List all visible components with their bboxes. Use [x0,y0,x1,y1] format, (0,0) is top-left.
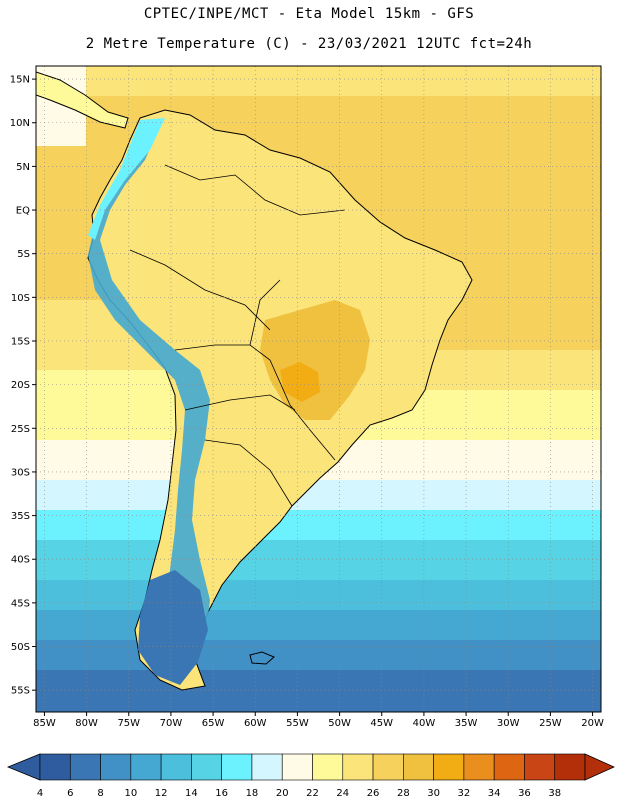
lon-tick-label: 30W [497,718,520,729]
patagonia-cold [138,570,208,685]
lat-tick-label: 30S [11,467,30,478]
lon-tick-label: 45W [370,718,393,729]
colorbar-label: 38 [548,788,561,799]
map-title-line-2: 2 Metre Temperature (C) - 23/03/2021 12U… [85,36,533,52]
colorbar-label: 6 [67,788,73,799]
colorbar-label: 8 [97,788,103,799]
lon-tick-label: 80W [75,718,98,729]
lat-tick-label: 50S [11,642,30,653]
lon-tick-label: 25W [539,718,562,729]
field-band-18-20 [36,480,601,510]
lat-tick-label: 15N [10,75,30,86]
colorbar-label: 18 [246,788,259,799]
colorbar-label: 26 [367,788,380,799]
lat-tick-label: 10S [11,293,30,304]
colorbar-swatch [493,753,525,781]
colorbar-swatch [554,753,586,781]
colorbar-swatch [433,753,465,781]
colorbar-right-arrow [584,753,615,781]
longitude-tick-labels: 85W 80W 75W 70W 65W 60W 55W 50W 45W 40W 35W 30W 25W 2… [33,712,604,729]
lat-tick-label: EQ [16,206,30,217]
field-band-22-24-west [36,370,186,390]
field-band-14-16 [36,540,601,580]
map-title-line-1: CPTEC/INPE/MCT - Eta Model 15km - GFS [143,6,475,22]
colorbar-label: 22 [306,788,319,799]
falkland-islands [249,651,275,665]
colorbar-swatch [251,753,283,781]
field-band-12-14 [36,580,601,610]
lon-tick-label: 40W [413,718,436,729]
colorbar-swatch [342,753,374,781]
lat-tick-label: 55S [11,686,30,697]
field-band-north-24-26 [36,66,601,96]
lat-tick-label: 40S [11,555,30,566]
colorbar-swatch [403,753,434,781]
lat-tick-label: 25S [11,424,30,435]
colorbar-label: 14 [185,788,198,799]
colorbar-label: 30 [427,788,440,799]
lon-tick-label: 55W [286,718,309,729]
lon-tick-label: 50W [328,718,351,729]
colorbar-swatch [39,753,71,781]
colorbar-swatch [312,753,344,781]
colorbar-swatch [221,753,253,781]
lon-tick-label: 75W [117,718,140,729]
lon-tick-label: 20W [581,718,604,729]
colorbar-label: 28 [397,788,410,799]
field-band-16-18 [36,510,601,540]
colorbar-label: 16 [215,788,228,799]
colorbar-swatch [524,753,556,781]
colorbar-label: 20 [276,788,289,799]
field-band-6-8 [36,670,601,712]
field-band-8-10 [36,640,601,670]
lat-tick-label: 5N [16,162,30,173]
country-borders [129,164,346,507]
lon-tick-label: 60W [244,718,267,729]
lat-tick-label: 20S [11,380,30,391]
colorbar-label: 12 [155,788,168,799]
colorbar-left-arrow [6,753,41,781]
colorbar-swatch [372,753,404,781]
lat-tick-label: 10N [10,118,30,129]
lon-tick-label: 85W [33,718,56,729]
lat-tick-label: 15S [11,336,30,347]
lon-tick-label: 70W [160,718,183,729]
colorbar-label: 4 [37,788,43,799]
lat-tick-label: 5S [17,249,30,260]
colorbar-swatch [130,753,162,781]
colorbar-swatch [463,753,495,781]
colorbar-label: 32 [458,788,471,799]
colorbar-swatch [191,753,222,781]
colorbar-label: 34 [488,788,501,799]
andes-cold-ribbon [88,120,210,670]
colorbar-swatch [160,753,192,781]
hot-core-30-32 [280,362,320,402]
andes-north-cool [88,118,165,240]
map-frame [35,65,602,713]
central-america-land [36,71,129,129]
lat-tick-label: 35S [11,511,30,522]
colorbar-swatch [100,753,132,781]
map-field [36,66,601,712]
colorbar-label: 24 [336,788,349,799]
colorbar-swatch [69,753,101,781]
lon-tick-label: 65W [202,718,225,729]
colorbar-swatch [281,753,313,781]
colorbar-label: 36 [518,788,531,799]
lon-tick-label: 35W [455,718,478,729]
temperature-colorbar: 4 6 8 10 12 14 16 18 20 22 24 26 28 30 32 34 36 38 [6,753,615,799]
lat-tick-label: 45S [11,598,30,609]
latitude-tick-labels: 15N 10N 5N EQ 5S 10S 15S 20S 25S 30S 35S 40S 45S 50S 5… [10,75,36,697]
colorbar-label: 10 [124,788,137,799]
field-band-10-12 [36,610,601,640]
